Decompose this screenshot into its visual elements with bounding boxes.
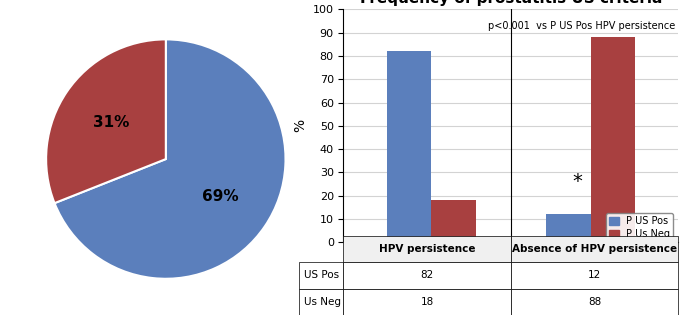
Bar	[386, 51, 431, 242]
Title: Frequency of prostatitis US criteria: Frequency of prostatitis US criteria	[360, 0, 662, 5]
Text: Absence of HPV persistence: Absence of HPV persistence	[512, 247, 669, 257]
Text: HPV persistence: HPV persistence	[386, 247, 477, 257]
Bar	[431, 200, 476, 242]
Text: 69%: 69%	[202, 189, 238, 203]
Legend: P US Pos, P Us Neg: P US Pos, P Us Neg	[606, 213, 673, 242]
Bar	[590, 37, 635, 242]
Y-axis label: %: %	[293, 119, 307, 132]
Text: p<0.001  vs P US Pos HPV persistence: p<0.001 vs P US Pos HPV persistence	[488, 21, 675, 31]
Wedge shape	[46, 39, 166, 203]
Text: *: *	[573, 172, 583, 191]
Text: 31%: 31%	[93, 115, 129, 129]
Bar	[546, 214, 590, 242]
Wedge shape	[55, 39, 286, 279]
